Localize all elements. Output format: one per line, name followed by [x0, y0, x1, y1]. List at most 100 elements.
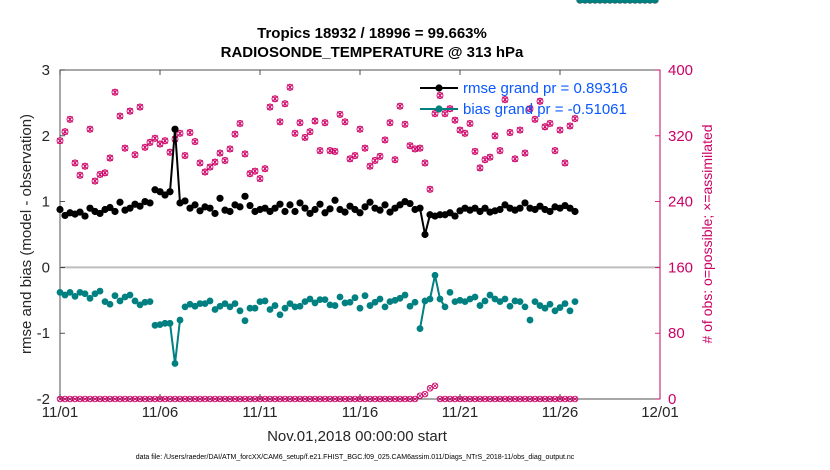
obs-low-assim-point: [262, 396, 268, 402]
chart-subtitle: RADIOSONDE_TEMPERATURE @ 313 hPa: [221, 44, 524, 61]
obs-low-assim-point: [417, 393, 423, 399]
bias-point: [321, 296, 329, 304]
obs-low-point: [426, 385, 434, 392]
obs-low-point: [231, 395, 239, 403]
bias-point: [406, 302, 414, 310]
obs-assimilated-point: [366, 162, 374, 170]
bias-point: [271, 302, 279, 309]
obs-low-assim-point: [172, 396, 178, 402]
chart-marks: [56, 0, 659, 403]
obs-assimilated-point: [181, 151, 189, 160]
obs-low-point: [261, 395, 269, 403]
bias-point: [181, 303, 189, 311]
obs-assimilated-point: [386, 119, 394, 127]
obs-low-point: [236, 395, 244, 403]
obs-low-assim-point: [537, 396, 543, 402]
bias-point: [541, 304, 549, 312]
obs-low-point: [506, 395, 514, 403]
obs-low-assim-point: [557, 396, 563, 402]
obs-low-point: [471, 395, 479, 403]
obs-low-assim-point: [407, 396, 413, 402]
obs-low-point: [406, 395, 414, 403]
bias-point: [326, 301, 334, 309]
obs-assimilated-point: [276, 118, 284, 126]
obs-assimilated-point: [91, 177, 99, 185]
bias-point: [176, 316, 184, 324]
obs-low-assim-point: [522, 396, 528, 402]
rmse-point: [421, 230, 429, 239]
obs-low-point: [381, 395, 389, 403]
obs-low-assim-point: [97, 396, 103, 402]
rmse-point: [436, 211, 444, 219]
bias-point: [601, 0, 609, 4]
obs-low-assim-point: [297, 396, 303, 402]
bias-point: [621, 0, 629, 4]
bias-point: [91, 290, 99, 298]
y-tick-label: -1: [37, 325, 50, 342]
rmse-point: [216, 194, 224, 202]
obs-low-assim-point: [147, 396, 153, 402]
obs-low-point: [371, 395, 379, 403]
obs-low-assim-point: [517, 396, 523, 402]
obs-low-point: [196, 395, 204, 403]
rmse-point: [296, 199, 304, 207]
obs-assimilated-point: [571, 114, 579, 123]
obs-low-assim-point: [487, 396, 493, 402]
bias-point: [66, 289, 74, 296]
obs-assimilated-point: [451, 116, 459, 124]
obs-low-point: [311, 395, 319, 403]
y-right-tick-label: 240: [668, 194, 693, 211]
bias-point: [116, 297, 124, 305]
obs-low-point: [526, 395, 534, 403]
obs-low-point: [431, 382, 439, 390]
obs-low-assim-point: [442, 396, 448, 402]
rmse-point: [126, 204, 134, 212]
obs-assimilated-point: [256, 174, 264, 183]
obs-assimilated-point: [71, 159, 79, 167]
bias-point: [516, 298, 524, 306]
obs-low-assim-point: [142, 396, 148, 402]
obs-assimilated-point: [521, 149, 529, 157]
obs-low-point: [491, 395, 499, 403]
rmse-point: [341, 208, 349, 216]
rmse-point: [496, 205, 504, 214]
obs-low-point: [291, 395, 299, 403]
obs-low-assim-point: [212, 396, 218, 402]
obs-assimilated-point: [496, 147, 504, 155]
bias-point: [556, 304, 564, 311]
rmse-point: [286, 201, 294, 209]
obs-assimilated-point: [161, 137, 169, 145]
obs-assimilated-point: [266, 103, 274, 111]
obs-low-assim-point: [427, 385, 433, 391]
obs-low-point: [106, 395, 114, 403]
rmse-point: [271, 204, 279, 212]
obs-low-assim-point: [287, 396, 293, 402]
obs-low-point: [216, 395, 224, 403]
obs-assimilated-point: [101, 169, 109, 177]
obs-assimilated-point: [286, 83, 294, 91]
obs-low-point: [146, 395, 154, 403]
obs-assimilated-point: [231, 130, 239, 138]
bias-point: [191, 302, 199, 310]
obs-low-assim-point: [202, 396, 208, 402]
bias-point: [506, 302, 514, 310]
obs-low-point: [301, 395, 309, 403]
chart-title: Tropics 18932 / 18996 = 99.663%: [257, 25, 487, 42]
obs-low-assim-point: [497, 396, 503, 402]
rmse-point: [301, 204, 309, 212]
obs-assimilated-point: [416, 144, 424, 152]
obs-low-point: [456, 395, 464, 403]
obs-assimilated-point: [296, 119, 304, 127]
obs-low-point: [191, 395, 199, 403]
obs-low-assim-point: [307, 396, 313, 402]
obs-low-point: [136, 395, 144, 403]
obs-assimilated-point: [151, 134, 159, 142]
bias-point: [431, 271, 439, 279]
obs-low-point: [476, 395, 484, 403]
bias-point: [636, 0, 644, 4]
bias-point: [501, 295, 509, 303]
obs-assimilated-point: [206, 163, 214, 171]
obs-low-assim-point: [402, 396, 408, 402]
obs-low-point: [131, 395, 139, 403]
